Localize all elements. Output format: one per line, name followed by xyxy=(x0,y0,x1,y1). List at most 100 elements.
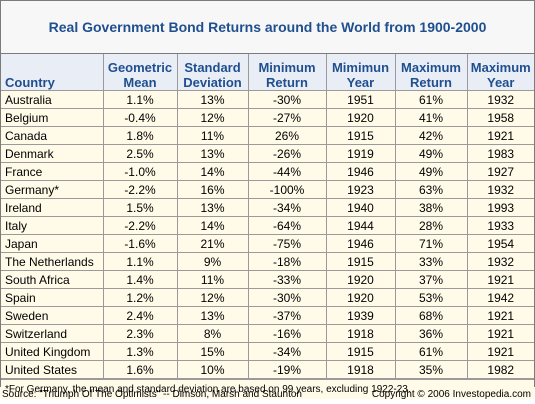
cell-standard-deviation: 12% xyxy=(176,108,249,127)
table-row: United Kingdom 1.3% 15% -34% 1915 61% 1921 xyxy=(1,342,534,361)
cell-minimum-year: 1915 xyxy=(325,126,396,145)
header-maximum-return: Maximum Return xyxy=(394,54,468,91)
cell-standard-deviation: 11% xyxy=(176,126,249,145)
cell-country: The Netherlands xyxy=(1,252,104,271)
cell-maximum-year: 1921 xyxy=(466,270,534,289)
cell-minimum-return: -16% xyxy=(247,324,327,343)
cell-standard-deviation: 9% xyxy=(176,252,249,271)
cell-minimum-return: -18% xyxy=(247,252,327,271)
cell-country: South Africa xyxy=(1,270,104,289)
table-row: Spain 1.2% 12% -30% 1920 53% 1942 xyxy=(1,288,534,307)
cell-minimum-year: 1951 xyxy=(325,90,396,109)
title-bar: Real Government Bond Returns around the … xyxy=(1,1,534,54)
cell-maximum-return: 37% xyxy=(394,270,468,289)
table-body: Australia 1.1% 13% -30% 1951 61% 1932 Belgium -0… xyxy=(1,90,534,379)
table-row: Sweden 2.4% 13% -37% 1939 68% 1921 xyxy=(1,306,534,325)
cell-minimum-year: 1920 xyxy=(325,270,396,289)
cell-maximum-return: 53% xyxy=(394,288,468,307)
cell-geometric-mean: -1.6% xyxy=(102,234,178,253)
table-row: France -1.0% 14% -44% 1946 49% 1927 xyxy=(1,162,534,181)
cell-standard-deviation: 13% xyxy=(176,144,249,163)
header-row: Country Geometric Mean Standard Deviatio… xyxy=(1,54,534,91)
cell-country: Germany* xyxy=(1,180,104,199)
cell-maximum-return: 68% xyxy=(394,306,468,325)
cell-maximum-return: 61% xyxy=(394,90,468,109)
table-row: Belgium -0.4% 12% -27% 1920 41% 1958 xyxy=(1,108,534,127)
cell-maximum-year: 1993 xyxy=(466,198,534,217)
cell-standard-deviation: 21% xyxy=(176,234,249,253)
cell-maximum-return: 28% xyxy=(394,216,468,235)
cell-minimum-year: 1946 xyxy=(325,234,396,253)
cell-geometric-mean: 2.3% xyxy=(102,324,178,343)
cell-maximum-year: 1932 xyxy=(466,90,534,109)
table-row: Switzerland 2.3% 8% -16% 1918 36% 1921 xyxy=(1,324,534,343)
cell-standard-deviation: 16% xyxy=(176,180,249,199)
cell-maximum-year: 1927 xyxy=(466,162,534,181)
cell-standard-deviation: 11% xyxy=(176,270,249,289)
cell-minimum-return: -19% xyxy=(247,360,327,379)
cell-geometric-mean: 1.1% xyxy=(102,252,178,271)
cell-standard-deviation: 13% xyxy=(176,306,249,325)
table-row: Ireland 1.5% 13% -34% 1940 38% 1993 xyxy=(1,198,534,217)
header-country: Country xyxy=(1,54,104,91)
cell-geometric-mean: 1.5% xyxy=(102,198,178,217)
table-row: United States 1.6% 10% -19% 1918 35% 1982 xyxy=(1,360,534,379)
cell-minimum-year: 1918 xyxy=(325,324,396,343)
cell-standard-deviation: 15% xyxy=(176,342,249,361)
cell-minimum-return: -64% xyxy=(247,216,327,235)
cell-maximum-return: 42% xyxy=(394,126,468,145)
header-minimum-year: Mimimun Year xyxy=(325,54,396,91)
cell-minimum-year: 1920 xyxy=(325,288,396,307)
cell-country: Belgium xyxy=(1,108,104,127)
header-standard-deviation: Standard Deviation xyxy=(176,54,249,91)
header-maximum-year: Maximum Year xyxy=(466,54,534,91)
cell-minimum-year: 1923 xyxy=(325,180,396,199)
cell-maximum-year: 1983 xyxy=(466,144,534,163)
cell-maximum-return: 35% xyxy=(394,360,468,379)
cell-maximum-return: 41% xyxy=(394,108,468,127)
table-row: Germany* -2.2% 16% -100% 1923 63% 1932 xyxy=(1,180,534,199)
cell-country: Japan xyxy=(1,234,104,253)
cell-country: Italy xyxy=(1,216,104,235)
cell-minimum-return: -26% xyxy=(247,144,327,163)
table-title: Real Government Bond Returns around the … xyxy=(48,19,487,35)
cell-standard-deviation: 13% xyxy=(176,90,249,109)
cell-minimum-year: 1915 xyxy=(325,252,396,271)
cell-minimum-year: 1915 xyxy=(325,342,396,361)
cell-minimum-year: 1946 xyxy=(325,162,396,181)
source-line: Source: "Triumph Of The Optimists" -- Di… xyxy=(0,389,533,403)
cell-minimum-year: 1940 xyxy=(325,198,396,217)
cell-geometric-mean: -2.2% xyxy=(102,180,178,199)
cell-maximum-return: 63% xyxy=(394,180,468,199)
cell-maximum-return: 36% xyxy=(394,324,468,343)
cell-minimum-return: -33% xyxy=(247,270,327,289)
table-row: Australia 1.1% 13% -30% 1951 61% 1932 xyxy=(1,90,534,109)
cell-country: Sweden xyxy=(1,306,104,325)
cell-minimum-return: -75% xyxy=(247,234,327,253)
cell-standard-deviation: 10% xyxy=(176,360,249,379)
cell-geometric-mean: -2.2% xyxy=(102,216,178,235)
cell-maximum-return: 71% xyxy=(394,234,468,253)
cell-maximum-year: 1921 xyxy=(466,324,534,343)
cell-standard-deviation: 14% xyxy=(176,216,249,235)
table-row: Denmark 2.5% 13% -26% 1919 49% 1983 xyxy=(1,144,534,163)
cell-maximum-return: 61% xyxy=(394,342,468,361)
bond-returns-table: Country Geometric Mean Standard Deviatio… xyxy=(1,54,534,379)
table-row: The Netherlands 1.1% 9% -18% 1915 33% 1932 xyxy=(1,252,534,271)
cell-maximum-return: 33% xyxy=(394,252,468,271)
source-citation: Source: "Triumph Of The Optimists" -- Di… xyxy=(2,389,302,400)
cell-minimum-year: 1918 xyxy=(325,360,396,379)
cell-maximum-year: 1958 xyxy=(466,108,534,127)
header-minimum-return: Minimum Return xyxy=(247,54,327,91)
cell-geometric-mean: 1.4% xyxy=(102,270,178,289)
cell-standard-deviation: 14% xyxy=(176,162,249,181)
header-geometric-mean: Geometric Mean xyxy=(102,54,178,91)
cell-minimum-return: -34% xyxy=(247,342,327,361)
cell-country: Ireland xyxy=(1,198,104,217)
cell-geometric-mean: 1.6% xyxy=(102,360,178,379)
cell-minimum-return: 26% xyxy=(247,126,327,145)
footnote: *For Germany, the mean and standard devi… xyxy=(1,379,534,399)
cell-country: United States xyxy=(1,360,104,379)
cell-country: Spain xyxy=(1,288,104,307)
